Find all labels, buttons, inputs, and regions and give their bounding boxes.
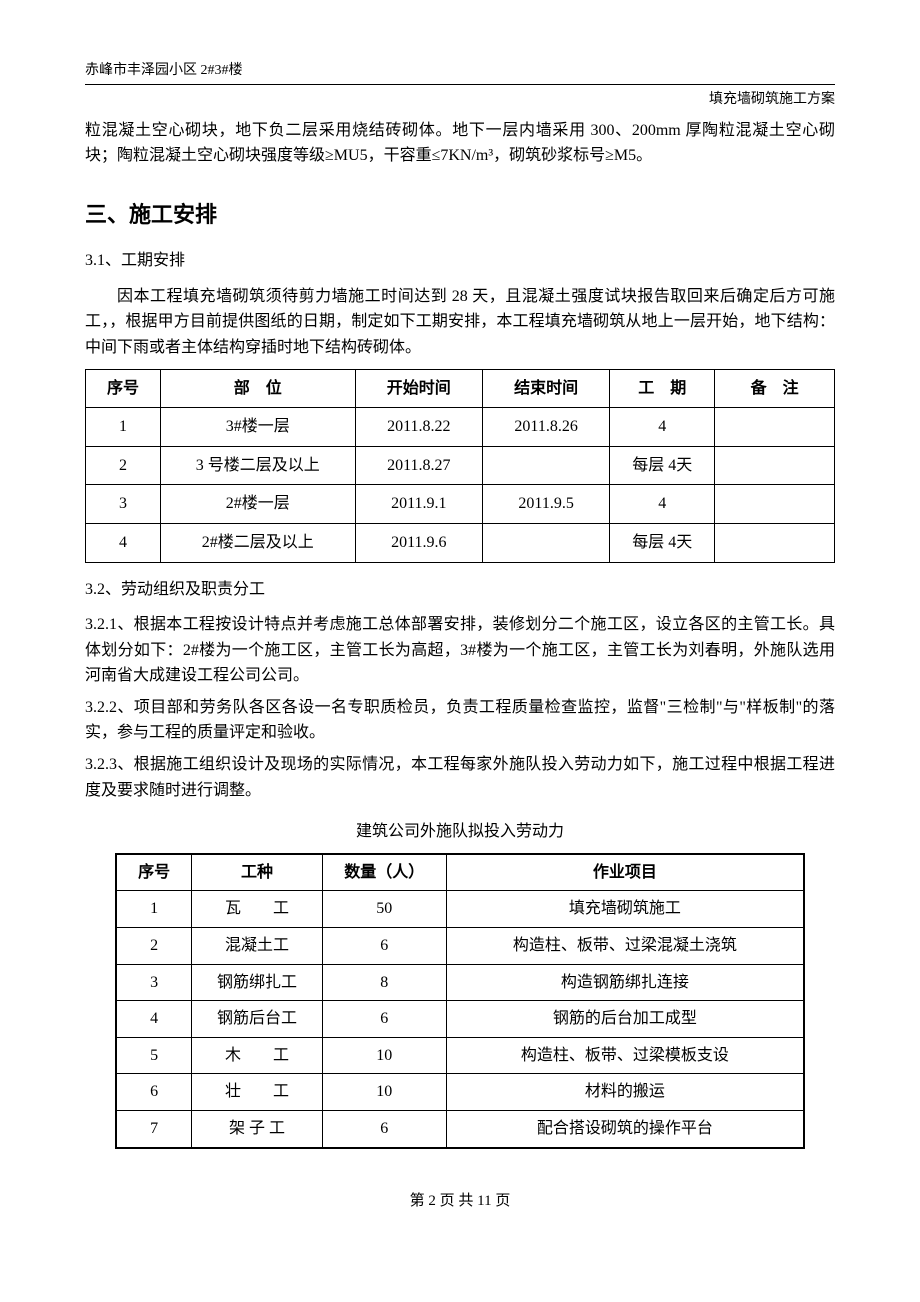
schedule-cell [715, 408, 835, 447]
schedule-cell: 2011.9.1 [355, 485, 482, 524]
labor-header-cell: 序号 [116, 854, 192, 891]
labor-cell: 钢筋的后台加工成型 [446, 1001, 804, 1038]
schedule-cell: 2011.9.6 [355, 523, 482, 562]
schedule-cell: 2011.8.27 [355, 446, 482, 485]
schedule-header-cell: 部 位 [160, 369, 355, 408]
section-3-2-title: 3.2、劳动组织及职责分工 [85, 577, 835, 603]
table-row: 13#楼一层2011.8.222011.8.264 [86, 408, 835, 447]
labor-cell: 6 [322, 1111, 446, 1148]
section-3-title: 三、施工安排 [85, 197, 835, 232]
labor-table-caption: 建筑公司外施队拟投入劳动力 [85, 819, 835, 845]
header-left: 赤峰市丰泽园小区 2#3#楼 [85, 60, 835, 85]
schedule-header-cell: 开始时间 [355, 369, 482, 408]
schedule-cell: 每层 4天 [610, 446, 715, 485]
schedule-cell: 3 [86, 485, 161, 524]
labor-cell: 2 [116, 928, 192, 965]
labor-header-cell: 作业项目 [446, 854, 804, 891]
table-row: 7架 子 工6配合搭设砌筑的操作平台 [116, 1111, 804, 1148]
schedule-cell: 4 [86, 523, 161, 562]
labor-cell: 10 [322, 1074, 446, 1111]
schedule-cell: 3#楼一层 [160, 408, 355, 447]
table-row: 4钢筋后台工6钢筋的后台加工成型 [116, 1001, 804, 1038]
labor-cell: 5 [116, 1037, 192, 1074]
section-3-2-1-para: 3.2.1、根据本工程按设计特点并考虑施工总体部署安排，装修划分二个施工区，设立… [85, 612, 835, 689]
schedule-cell: 2011.9.5 [482, 485, 609, 524]
schedule-cell: 2#楼二层及以上 [160, 523, 355, 562]
labor-cell: 1 [116, 891, 192, 928]
table-row: 6壮 工10材料的搬运 [116, 1074, 804, 1111]
labor-cell: 10 [322, 1037, 446, 1074]
labor-cell: 构造柱、板带、过梁混凝土浇筑 [446, 928, 804, 965]
labor-cell: 钢筋后台工 [192, 1001, 323, 1038]
labor-cell: 材料的搬运 [446, 1074, 804, 1111]
labor-header-cell: 数量（人） [322, 854, 446, 891]
schedule-cell: 2#楼一层 [160, 485, 355, 524]
labor-cell: 8 [322, 964, 446, 1001]
header-right: 填充墙砌筑施工方案 [85, 89, 835, 111]
labor-cell: 3 [116, 964, 192, 1001]
table-row: 32#楼一层2011.9.12011.9.54 [86, 485, 835, 524]
labor-cell: 瓦 工 [192, 891, 323, 928]
section-3-2-3-para: 3.2.3、根据施工组织设计及现场的实际情况，本工程每家外施队投入劳动力如下，施… [85, 752, 835, 803]
labor-cell: 钢筋绑扎工 [192, 964, 323, 1001]
schedule-cell: 1 [86, 408, 161, 447]
table-row: 42#楼二层及以上2011.9.6 每层 4天 [86, 523, 835, 562]
labor-cell: 架 子 工 [192, 1111, 323, 1148]
schedule-cell [482, 446, 609, 485]
labor-table: 序号工种数量（人）作业项目 1瓦 工50填充墙砌筑施工2混凝土工6构造柱、板带、… [115, 853, 805, 1149]
schedule-cell [715, 523, 835, 562]
labor-cell: 7 [116, 1111, 192, 1148]
labor-cell: 木 工 [192, 1037, 323, 1074]
schedule-header-cell: 序号 [86, 369, 161, 408]
schedule-table: 序号部 位开始时间结束时间工 期备 注 13#楼一层2011.8.222011.… [85, 369, 835, 563]
labor-cell: 6 [322, 1001, 446, 1038]
page-footer: 第 2 页 共 11 页 [85, 1189, 835, 1213]
intro-paragraph: 粒混凝土空心砌块，地下负二层采用烧结砖砌体。地下一层内墙采用 300、200mm… [85, 118, 835, 169]
schedule-cell: 4 [610, 408, 715, 447]
table-row: 1瓦 工50填充墙砌筑施工 [116, 891, 804, 928]
table-row: 5木 工10构造柱、板带、过梁模板支设 [116, 1037, 804, 1074]
schedule-header-cell: 备 注 [715, 369, 835, 408]
labor-cell: 4 [116, 1001, 192, 1038]
schedule-cell: 2 [86, 446, 161, 485]
labor-cell: 配合搭设砌筑的操作平台 [446, 1111, 804, 1148]
schedule-cell: 2011.8.22 [355, 408, 482, 447]
schedule-cell: 2011.8.26 [482, 408, 609, 447]
labor-cell: 构造柱、板带、过梁模板支设 [446, 1037, 804, 1074]
schedule-cell: 4 [610, 485, 715, 524]
labor-cell: 壮 工 [192, 1074, 323, 1111]
schedule-cell [715, 485, 835, 524]
section-3-1-para: 因本工程填充墙砌筑须待剪力墙施工时间达到 28 天，且混凝土强度试块报告取回来后… [85, 284, 835, 361]
labor-cell: 6 [322, 928, 446, 965]
table-row: 3钢筋绑扎工8构造钢筋绑扎连接 [116, 964, 804, 1001]
table-row: 23 号楼二层及以上2011.8.27 每层 4天 [86, 446, 835, 485]
labor-cell: 构造钢筋绑扎连接 [446, 964, 804, 1001]
section-3-2-2-para: 3.2.2、项目部和劳务队各区各设一名专职质检员，负责工程质量检查监控，监督"三… [85, 695, 835, 746]
labor-header-cell: 工种 [192, 854, 323, 891]
schedule-header-cell: 结束时间 [482, 369, 609, 408]
labor-cell: 填充墙砌筑施工 [446, 891, 804, 928]
table-row: 2混凝土工6构造柱、板带、过梁混凝土浇筑 [116, 928, 804, 965]
labor-cell: 6 [116, 1074, 192, 1111]
schedule-header-cell: 工 期 [610, 369, 715, 408]
schedule-cell [715, 446, 835, 485]
labor-cell: 50 [322, 891, 446, 928]
schedule-cell [482, 523, 609, 562]
schedule-cell: 每层 4天 [610, 523, 715, 562]
section-3-1-title: 3.1、工期安排 [85, 248, 835, 274]
schedule-cell: 3 号楼二层及以上 [160, 446, 355, 485]
labor-cell: 混凝土工 [192, 928, 323, 965]
